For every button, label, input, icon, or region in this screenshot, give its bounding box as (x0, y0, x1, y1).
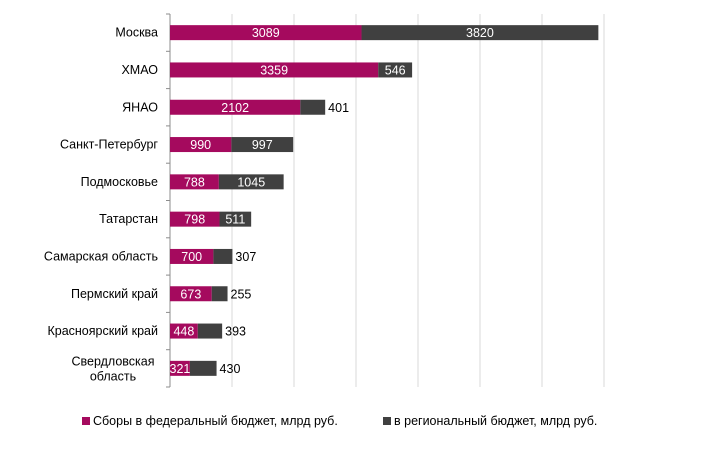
category-label: Пермский край (71, 287, 158, 301)
bar-segment (219, 211, 252, 227)
bar-segment (170, 62, 379, 78)
bar-segment (170, 248, 214, 264)
data-label: 798 (184, 213, 205, 227)
bar-segment (211, 286, 228, 302)
bar-segment (170, 286, 212, 302)
data-label: 546 (385, 63, 406, 77)
bar-segment (170, 99, 301, 115)
legend-label: в региональный бюджет, млрд руб. (394, 414, 597, 428)
data-label: 393 (225, 325, 246, 339)
category-label: Москва (115, 26, 158, 40)
data-label: 997 (252, 138, 273, 152)
legend-swatch (82, 417, 90, 425)
bar-segment (170, 137, 232, 153)
data-label: 255 (231, 287, 252, 301)
category-label: Самарская область (44, 249, 158, 263)
data-label: 3820 (466, 26, 494, 40)
bar-segment (231, 137, 294, 153)
bar-segment (189, 360, 217, 376)
category-label: Санкт-Петербург (60, 138, 158, 152)
bar-segment (170, 174, 219, 190)
data-label: 3089 (252, 26, 280, 40)
data-label: 2102 (221, 101, 249, 115)
bar-segment (213, 248, 233, 264)
category-label: Свердловская область (71, 354, 154, 383)
category-labels: Москва ХМАО ЯНАО Санкт-Петербург Подмосковье… (44, 26, 159, 384)
data-label: 321 (170, 362, 191, 376)
legend-label: Сборы в федеральный бюджет, млрд руб. (93, 414, 338, 428)
data-label: 673 (180, 287, 201, 301)
data-label: 401 (328, 101, 349, 115)
bar-segment (300, 99, 326, 115)
legend: Сборы в федеральный бюджет, млрд руб. в р… (82, 414, 597, 428)
data-label: 788 (184, 175, 205, 189)
bar-segment (170, 323, 198, 339)
category-label: ЯНАО (122, 100, 158, 114)
bars: 3089 3820 3359 546 2102 401 990 997 788 1045 798 51… (170, 25, 599, 376)
legend-swatch (383, 417, 391, 425)
category-label: Подмосковье (81, 175, 158, 189)
category-label: Татарстан (99, 212, 158, 226)
data-label: 990 (190, 138, 211, 152)
bar-segment (170, 360, 190, 376)
data-label: 448 (173, 325, 194, 339)
data-label: 511 (225, 213, 245, 227)
data-label: 430 (220, 362, 241, 376)
bar-segment (361, 25, 599, 41)
bar-segment (170, 211, 220, 227)
category-label-line: область (90, 369, 136, 383)
bar-segment (218, 174, 284, 190)
category-label-line: Свердловская (71, 354, 154, 368)
data-label: 307 (235, 250, 256, 264)
bar-segment (197, 323, 223, 339)
category-label: Красноярский край (47, 324, 158, 338)
category-label: ХМАО (121, 63, 158, 77)
bar-segment (170, 25, 362, 41)
data-label: 700 (181, 250, 202, 264)
data-label: 3359 (260, 63, 288, 77)
bar-segment (378, 62, 413, 78)
data-label: 1045 (237, 175, 265, 189)
